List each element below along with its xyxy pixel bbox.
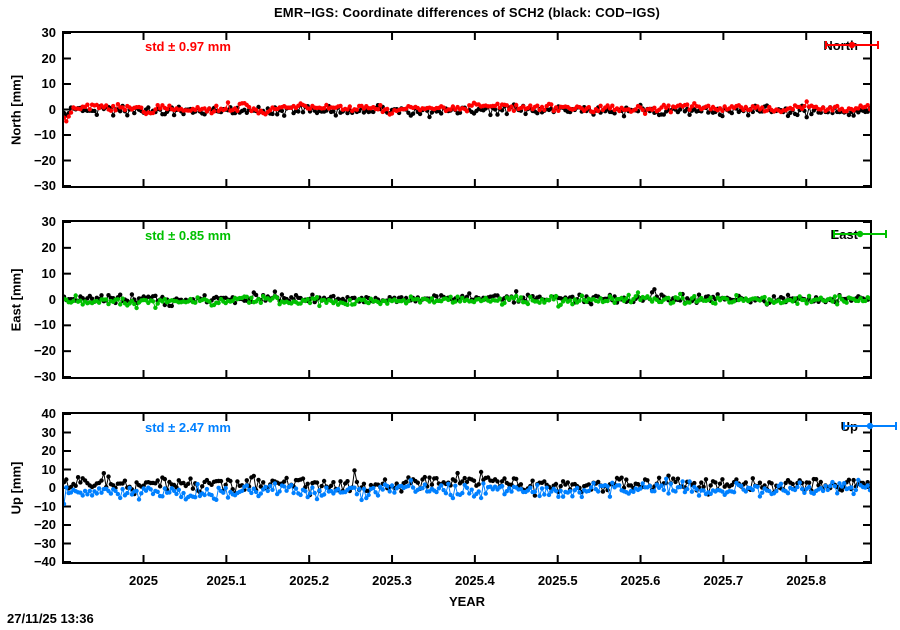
plot-timestamp: 27/11/25 13:36 <box>7 611 94 626</box>
up-ytick--10: −10 <box>33 498 56 514</box>
xtick-2025.8: 2025.8 <box>786 573 827 588</box>
north-ytick-20: 20 <box>41 50 56 66</box>
up-std-annotation: std ± 2.47 mm <box>145 420 231 435</box>
north-legend-errorbar-icon <box>825 41 880 49</box>
up-ytick--30: −30 <box>33 535 56 551</box>
up-ytick-30: 30 <box>41 424 56 440</box>
up-ytick--40: −40 <box>33 554 56 569</box>
xtick-2025.5: 2025.5 <box>537 573 578 588</box>
xtick-2025.7: 2025.7 <box>703 573 744 588</box>
north-ytick--30: −30 <box>33 178 56 193</box>
north-ytick-10: 10 <box>41 76 56 91</box>
up-ytick-40: 40 <box>41 406 56 421</box>
up-ytick-20: 20 <box>41 443 56 458</box>
up-panel: std ± 2.47 mm Up <box>62 412 897 564</box>
east-ytick--20: −20 <box>33 343 56 359</box>
north-std-annotation: std ± 0.97 mm <box>145 39 231 54</box>
east-ytick--10: −10 <box>33 317 56 333</box>
xtick-2025.1: 2025.1 <box>206 573 247 588</box>
up-ytick-10: 10 <box>41 461 56 477</box>
xtick-2025.4: 2025.4 <box>454 573 495 588</box>
north-plot-area <box>64 33 870 186</box>
north-legend: North <box>823 38 880 53</box>
x-axis-label: YEAR <box>448 594 486 609</box>
chart-title: EMR−IGS: Coordinate differences of SCH2 … <box>273 5 661 20</box>
xtick-2025: 2025 <box>129 573 158 588</box>
east-std-annotation: std ± 0.85 mm <box>145 228 231 243</box>
north-ytick-0: 0 <box>48 101 56 117</box>
east-ytick-20: 20 <box>41 239 56 255</box>
north-ytick-30: 30 <box>41 25 56 40</box>
east-legend: East <box>831 227 887 242</box>
north-ytick--20: −20 <box>33 152 56 168</box>
xtick-2025.6: 2025.6 <box>620 573 661 588</box>
xtick-2025.2: 2025.2 <box>289 573 330 588</box>
east-plot-area <box>64 222 870 377</box>
east-ytick-30: 30 <box>41 214 56 229</box>
xtick-2025.3: 2025.3 <box>372 573 412 588</box>
up-ytick--20: −20 <box>33 517 56 532</box>
up-plot-area <box>64 414 870 562</box>
east-legend-errorbar-icon <box>832 230 887 238</box>
north-panel: std ± 0.97 mm North <box>62 31 880 188</box>
up-legend-errorbar-icon <box>842 422 897 430</box>
east-panel: std ± 0.85 mm East <box>62 220 887 379</box>
east-ytick-10: 10 <box>41 265 56 281</box>
east-ytick--30: −30 <box>33 369 56 384</box>
up-ytick-0: 0 <box>48 480 56 495</box>
up-legend: Up <box>841 419 897 434</box>
north-ytick--10: −10 <box>33 127 56 142</box>
east-ytick-0: 0 <box>48 291 56 307</box>
